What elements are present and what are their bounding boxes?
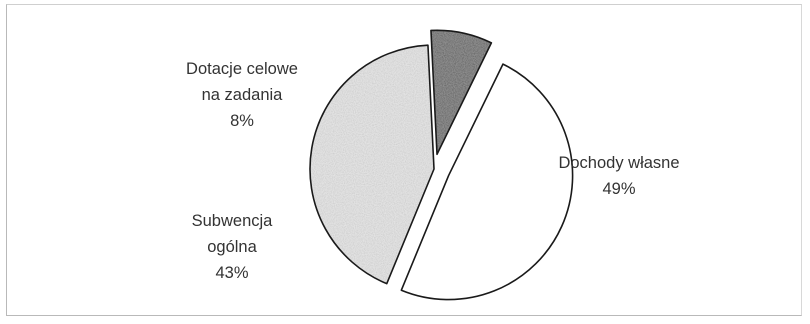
label-dochody-wlasne-line: 49% [602,180,635,198]
label-subwencja-ogolna-line: Subwencja [192,212,274,230]
label-dotacje-celowe: Dotacje celowe na zadania 8% [186,60,298,130]
label-dotacje-celowe-line: Dotacje celowe [186,60,298,78]
chart-frame [6,4,802,316]
label-dotacje-celowe-line: 8% [230,112,254,130]
label-dochody-wlasne-line: Dochody własne [558,154,679,172]
slice-dotacje-celowe-outline [430,29,493,156]
slice-dotacje-celowe-texture [430,30,492,155]
slice-subwencja-ogolna-texture [310,45,434,284]
label-subwencja-ogolna-line: 43% [215,264,248,282]
label-dotacje-celowe-line: na zadania [202,86,284,104]
slice-dochody-wlasne-outline [400,63,574,301]
slice-dochody-wlasne [401,64,573,300]
slice-subwencja-ogolna-outline [309,44,435,285]
label-subwencja-ogolna-line: ogólna [207,238,257,256]
label-subwencja-ogolna: Subwencja ogólna 43% [192,212,274,282]
label-dochody-wlasne: Dochody własne 49% [558,154,679,198]
